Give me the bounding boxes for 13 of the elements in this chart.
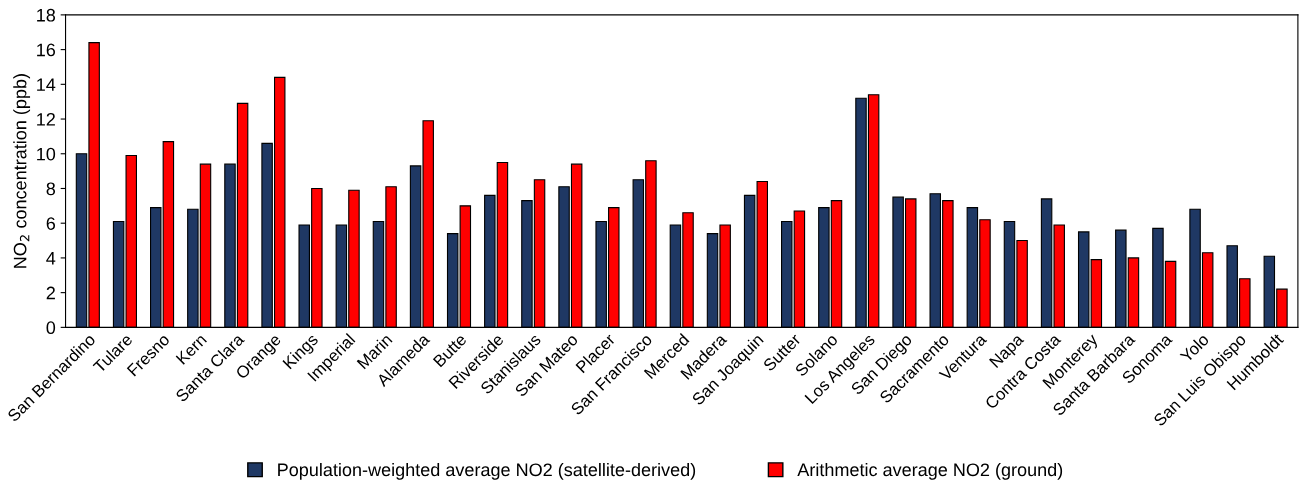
y-tick-label: 12 xyxy=(37,112,55,126)
y-tick-label: 18 xyxy=(37,8,56,22)
y-tick-label: 10 xyxy=(37,147,56,161)
y-tick-label: 2 xyxy=(46,286,55,300)
legend-label: Arithmetic average NO2 (ground) xyxy=(797,462,1063,480)
legend-label: Population-weighted average NO2 (satellite-derived) xyxy=(278,462,696,480)
y-tick-label: 4 xyxy=(46,252,56,265)
y-tick-label: 14 xyxy=(37,78,56,91)
y-axis-title: NO$_{2}$ concentration (ppb) xyxy=(13,74,31,268)
y-tick-label: 16 xyxy=(37,43,56,57)
y-tick-label: 8 xyxy=(46,182,56,196)
y-tick-label: 6 xyxy=(46,217,56,230)
y-tick-label: 0 xyxy=(46,321,56,335)
